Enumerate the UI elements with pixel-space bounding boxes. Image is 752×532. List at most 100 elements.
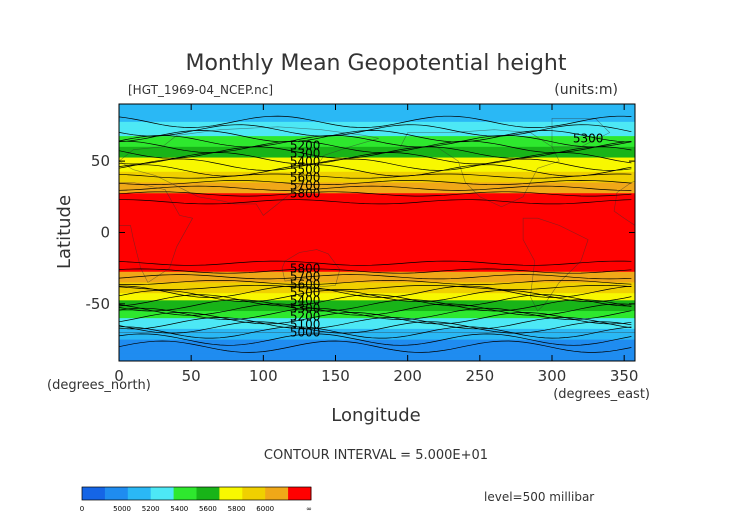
colorbar-tick-label: 6000 — [256, 505, 274, 513]
contour-line — [118, 191, 632, 197]
contour-line — [118, 274, 632, 280]
contour-line — [118, 152, 632, 165]
continent-outline — [118, 182, 194, 283]
colorbar-tick-label: 5800 — [228, 505, 246, 513]
height-band — [119, 239, 635, 244]
contour-label-south: 5200 — [290, 309, 321, 323]
height-band — [119, 311, 635, 316]
height-band — [119, 253, 635, 258]
height-band — [119, 189, 635, 194]
height-band — [119, 143, 635, 148]
units-label: (units:m) — [554, 82, 618, 98]
height-band — [119, 104, 635, 109]
height-band — [119, 228, 635, 233]
height-band — [119, 346, 635, 351]
height-band — [119, 296, 635, 301]
contour-label-north: 5800 — [290, 187, 321, 201]
x-tick-label: 150 — [321, 367, 350, 385]
contour-line — [118, 130, 632, 143]
height-band — [119, 321, 635, 326]
height-band — [119, 121, 635, 126]
contour-label-south: 5800 — [290, 261, 321, 275]
colorbar-tick-label: 5400 — [170, 505, 188, 513]
x-tick-label: 250 — [466, 367, 495, 385]
contour-line — [118, 124, 632, 137]
y-tick-label: 50 — [91, 152, 110, 170]
height-band — [119, 211, 635, 216]
contour-label-south: 5000 — [290, 325, 321, 339]
height-band — [119, 111, 635, 116]
contour-line — [118, 146, 632, 159]
contour-line — [119, 140, 632, 153]
height-band — [119, 261, 635, 266]
contour-line — [118, 158, 632, 171]
height-band — [119, 243, 635, 248]
contour-line — [118, 340, 632, 353]
colorbar-swatch — [127, 487, 152, 500]
height-band — [119, 221, 635, 226]
colorbar-swatch — [288, 487, 312, 500]
height-band — [119, 303, 635, 308]
x-tick-label: 50 — [182, 367, 201, 385]
height-band — [119, 289, 635, 294]
height-band — [119, 118, 635, 123]
height-band — [119, 339, 635, 344]
height-band — [119, 175, 635, 180]
colorbar-swatch — [219, 487, 243, 500]
height-band — [119, 168, 635, 173]
contour-label-north: 5200 — [290, 139, 321, 153]
height-band — [119, 164, 635, 169]
y-axis-label: Latitude — [54, 195, 75, 269]
contour-line — [118, 135, 632, 148]
height-band — [119, 246, 635, 251]
height-band — [119, 132, 635, 137]
contour-line — [119, 199, 632, 205]
contour-label-south: 5700 — [290, 269, 321, 283]
height-band — [119, 182, 635, 187]
height-band — [119, 293, 635, 298]
contour-line — [118, 317, 632, 330]
height-band — [119, 271, 635, 276]
x-unit-label: (degrees_east) — [553, 387, 650, 402]
contour-label-north: 5300 — [290, 147, 321, 161]
height-band — [119, 343, 635, 348]
axes: 0 50 100 150 200 250 300 350 50 0 -50 — [86, 104, 638, 385]
height-band — [119, 203, 635, 209]
colorbar-swatch — [196, 487, 220, 500]
chart-title: Monthly Mean Geopotential height — [185, 51, 566, 76]
height-band — [119, 300, 635, 305]
height-band — [119, 325, 635, 330]
height-band — [119, 153, 635, 159]
contour-line — [118, 294, 632, 307]
x-tick-label: 100 — [249, 367, 278, 385]
colorbar-tick-label: 5600 — [199, 505, 217, 513]
continent-outline — [281, 249, 341, 288]
height-band — [119, 114, 635, 119]
height-band — [119, 353, 635, 358]
height-band — [119, 328, 635, 333]
contour-line — [118, 321, 632, 334]
file-label: [HGT_1969-04_NCEP.nc] — [128, 83, 273, 97]
colorbar-frame — [81, 486, 312, 501]
contour-line — [118, 333, 632, 346]
contour-line — [118, 185, 632, 191]
height-band — [119, 218, 635, 223]
contour-line — [118, 279, 632, 285]
x-axis-label: Longitude — [331, 405, 421, 426]
height-band — [119, 125, 635, 130]
height-band — [119, 264, 635, 269]
colorbar-tick-label: 5200 — [142, 505, 160, 513]
height-band — [119, 161, 635, 166]
contour-line — [118, 115, 632, 128]
contour-line — [118, 173, 632, 179]
height-band — [119, 214, 635, 219]
height-band — [119, 278, 635, 283]
height-band — [119, 207, 635, 212]
colorbar-swatch — [82, 487, 106, 500]
x-tick-label: 300 — [538, 367, 567, 385]
height-band — [119, 314, 635, 319]
contour-label-ne: 5300 — [573, 132, 604, 146]
height-band — [119, 250, 635, 255]
continent-outline — [522, 217, 589, 312]
contour-line — [119, 326, 632, 339]
